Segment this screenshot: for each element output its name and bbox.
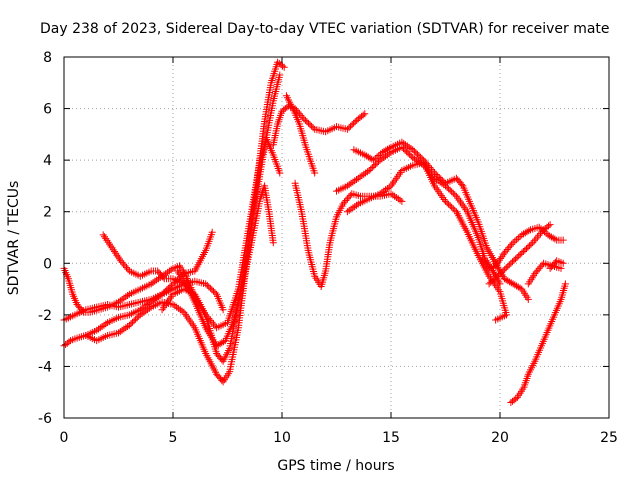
chart-title: Day 238 of 2023, Sidereal Day-to-day VTE… xyxy=(40,21,610,37)
x-tick-label: 20 xyxy=(491,430,509,446)
axis-ticks: 0 5 10 15 20 25 -6 -4 -2 0 2 4 6 8 xyxy=(38,50,618,446)
data-marker-trace xyxy=(343,159,510,324)
y-tick-label: 8 xyxy=(43,50,52,66)
data-marker-trace xyxy=(158,71,284,365)
data-markers xyxy=(60,58,569,406)
grid-lines xyxy=(64,57,609,418)
data-marker-trace xyxy=(507,280,569,406)
series-arc-05 xyxy=(82,58,288,386)
series-arc-07 xyxy=(173,182,277,350)
x-tick-label: 15 xyxy=(382,430,400,446)
y-tick-label: 0 xyxy=(43,256,52,272)
series-arc-17 xyxy=(507,280,569,406)
data-marker-trace xyxy=(350,138,532,303)
data-marker-trace xyxy=(485,221,554,288)
y-tick-label: 2 xyxy=(43,205,52,221)
data-marker-trace xyxy=(99,231,194,293)
x-tick-label: 0 xyxy=(60,430,69,446)
series-arc-14 xyxy=(479,223,567,272)
series-arc-12 xyxy=(350,138,532,303)
x-tick-label: 25 xyxy=(600,430,618,446)
y-axis-title: SDTVAR / TECUs xyxy=(6,181,22,296)
x-axis-title: GPS time / hours xyxy=(277,458,394,474)
series-arc-15 xyxy=(485,221,554,288)
data-marker-trace xyxy=(282,92,319,177)
plot-frame xyxy=(63,56,610,419)
data-marker-trace xyxy=(546,257,567,272)
data-marker-trace xyxy=(291,179,406,290)
data-marker-trace xyxy=(82,58,288,386)
series-arc-18 xyxy=(546,257,567,272)
data-marker-trace xyxy=(479,223,567,272)
x-tick-label: 10 xyxy=(273,430,291,446)
y-tick-label: 4 xyxy=(43,153,52,169)
series-arc-04 xyxy=(99,231,194,293)
y-tick-label: -4 xyxy=(38,359,52,375)
data-marker-trace xyxy=(173,182,277,350)
series-arc-13 xyxy=(343,159,510,324)
series-arc-09 xyxy=(282,92,319,177)
series-arc-08 xyxy=(269,102,369,149)
x-tick-label: 5 xyxy=(169,430,178,446)
series-arc-06 xyxy=(158,71,284,365)
series-arc-10 xyxy=(291,179,406,290)
y-tick-label: 6 xyxy=(43,102,52,118)
data-marker-trace xyxy=(269,102,369,149)
y-tick-label: -6 xyxy=(38,411,52,427)
y-tick-label: -2 xyxy=(38,308,52,324)
